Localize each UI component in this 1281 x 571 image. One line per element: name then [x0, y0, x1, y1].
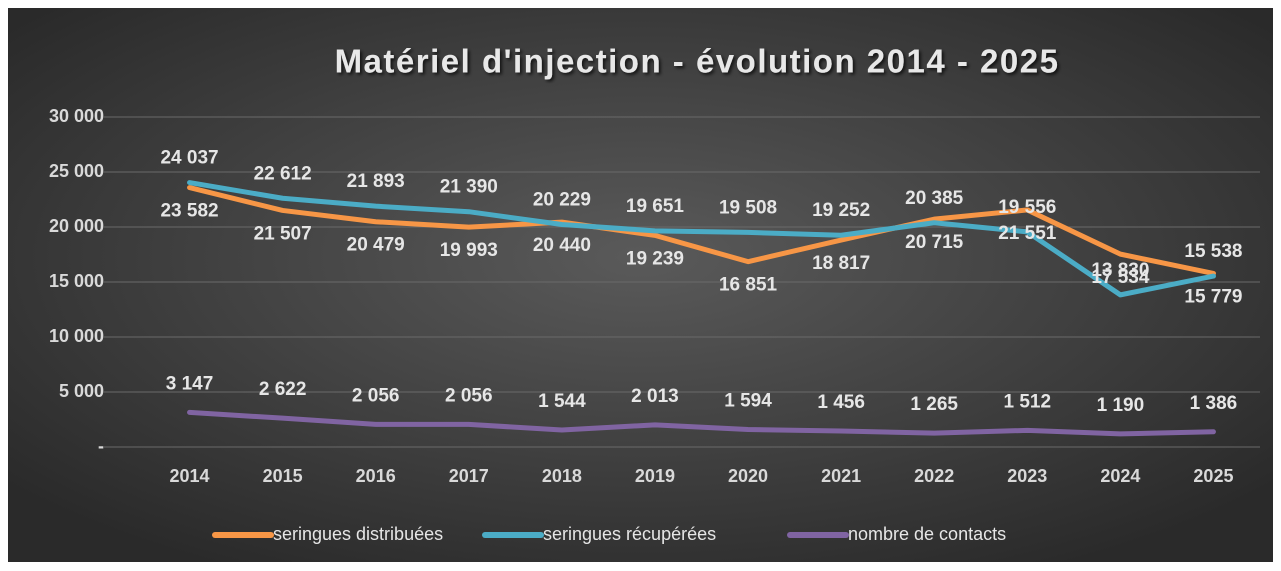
y-tick-label: 30 000	[49, 106, 104, 126]
data-label: 13 830	[1091, 260, 1149, 281]
x-tick-label: 2016	[356, 466, 396, 486]
data-label: 19 651	[626, 196, 685, 217]
y-tick-label: 15 000	[49, 271, 104, 291]
x-tick-label: 2020	[728, 466, 768, 486]
data-label: 20 385	[905, 188, 964, 209]
series-line	[187, 180, 1216, 298]
data-label: 21 507	[254, 223, 312, 244]
data-label: 15 538	[1184, 241, 1242, 262]
legend-label: seringues récupérées	[543, 524, 716, 544]
y-tick-label: -	[98, 436, 104, 456]
data-label: 1 544	[538, 391, 586, 412]
data-label: 1 190	[1097, 395, 1145, 416]
data-label: 20 715	[905, 232, 964, 253]
data-label: 21 551	[998, 223, 1057, 244]
legend-label: nombre de contacts	[848, 524, 1006, 544]
data-label: 23 582	[160, 201, 218, 222]
data-label: 1 386	[1190, 393, 1238, 414]
y-tick-label: 20 000	[49, 216, 104, 236]
data-label: 2 622	[259, 379, 307, 400]
x-tick-label: 2023	[1007, 466, 1047, 486]
data-label: 20 479	[347, 235, 405, 256]
data-label: 21 893	[347, 171, 405, 192]
y-tick-label: 5 000	[59, 381, 104, 401]
x-tick-label: 2019	[635, 466, 675, 486]
y-tick-label: 25 000	[49, 161, 104, 181]
data-label: 2 056	[445, 385, 493, 406]
data-label: 21 390	[440, 177, 498, 198]
data-label: 18 817	[812, 253, 870, 274]
x-tick-label: 2021	[821, 466, 861, 486]
data-label: 1 594	[724, 390, 772, 411]
x-tick-label: 2018	[542, 466, 582, 486]
data-label: 1 512	[1004, 391, 1052, 412]
data-label: 17 534	[1091, 267, 1150, 288]
data-label: 15 779	[1184, 286, 1242, 307]
data-label: 2 013	[631, 386, 679, 407]
data-label: 19 239	[626, 248, 684, 269]
data-label: 3 147	[166, 373, 214, 394]
data-label: 19 508	[719, 197, 777, 218]
x-tick-label: 2015	[263, 466, 303, 486]
data-label: 1 456	[817, 392, 865, 413]
data-label: 16 851	[719, 275, 778, 296]
data-label: 22 612	[254, 163, 312, 184]
y-tick-label: 10 000	[49, 326, 104, 346]
data-label: 19 993	[440, 240, 498, 261]
chart-title: Matériel d'injection - évolution 2014 - …	[335, 43, 1060, 80]
data-label: 1 265	[910, 394, 958, 415]
data-label: 19 556	[998, 197, 1056, 218]
data-label: 24 037	[160, 148, 218, 169]
x-tick-label: 2022	[914, 466, 954, 486]
data-label: 20 229	[533, 189, 591, 210]
chart-background	[8, 8, 1273, 562]
data-label: 2 056	[352, 385, 400, 406]
series-line	[187, 185, 1216, 276]
x-tick-label: 2017	[449, 466, 489, 486]
x-tick-label: 2024	[1100, 466, 1140, 486]
x-tick-label: 2025	[1193, 466, 1233, 486]
legend-label: seringues distribuées	[273, 524, 443, 544]
series-line	[187, 409, 1216, 437]
data-label: 20 440	[533, 235, 591, 256]
x-tick-label: 2014	[170, 466, 210, 486]
data-label: 19 252	[812, 200, 870, 221]
